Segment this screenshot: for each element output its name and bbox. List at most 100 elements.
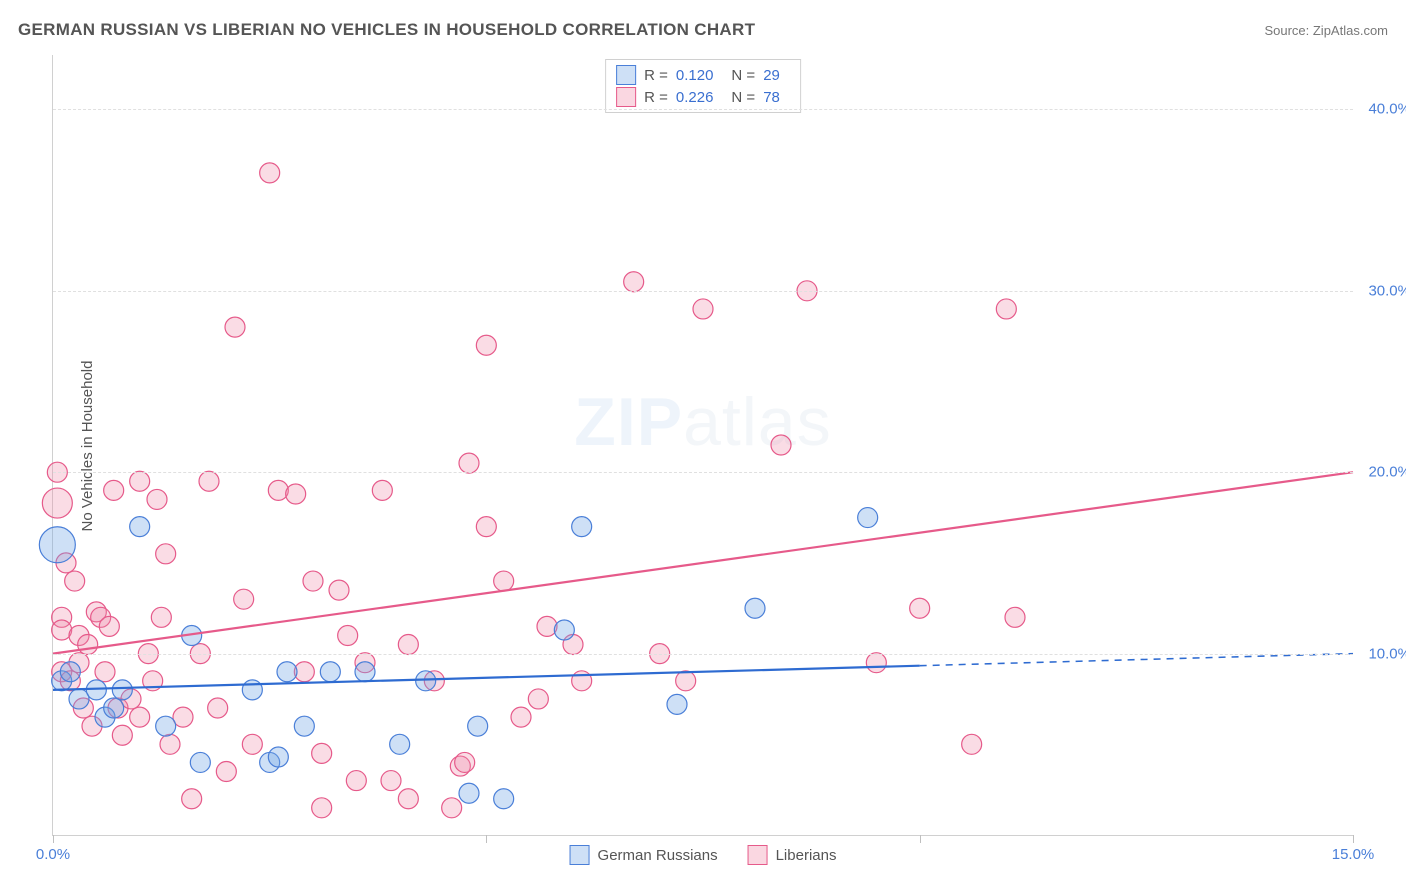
- data-point: [398, 635, 418, 655]
- r-label: R =: [644, 67, 668, 84]
- data-point: [104, 698, 124, 718]
- data-point: [771, 435, 791, 455]
- data-point: [268, 747, 288, 767]
- data-point: [346, 771, 366, 791]
- data-point: [95, 662, 115, 682]
- data-point: [329, 580, 349, 600]
- data-point: [355, 662, 375, 682]
- x-tick: [486, 835, 487, 843]
- legend-item-liberians: Liberians: [748, 845, 837, 865]
- data-point: [624, 272, 644, 292]
- data-point: [338, 625, 358, 645]
- data-point: [294, 716, 314, 736]
- data-point: [381, 771, 401, 791]
- trend-line: [53, 666, 920, 690]
- data-point: [320, 662, 340, 682]
- x-tick: [920, 835, 921, 843]
- series-legend: German Russians Liberians: [570, 845, 837, 865]
- data-point: [130, 517, 150, 537]
- r-label: R =: [644, 89, 668, 106]
- data-point: [910, 598, 930, 618]
- data-point: [745, 598, 765, 618]
- legend-row-liberians: R = 0.226 N = 78: [614, 86, 792, 108]
- data-point: [286, 484, 306, 504]
- chart-title: GERMAN RUSSIAN VS LIBERIAN NO VEHICLES I…: [18, 20, 755, 40]
- data-point: [156, 544, 176, 564]
- data-point: [216, 762, 236, 782]
- gridline: [53, 472, 1353, 473]
- data-point: [160, 734, 180, 754]
- data-point: [208, 698, 228, 718]
- data-point: [277, 662, 297, 682]
- swatch-icon: [570, 845, 590, 865]
- data-point: [996, 299, 1016, 319]
- n-label: N =: [731, 89, 755, 106]
- data-point: [572, 517, 592, 537]
- data-point: [676, 671, 696, 691]
- data-point: [225, 317, 245, 337]
- data-point: [39, 527, 75, 563]
- data-point: [182, 789, 202, 809]
- data-point: [476, 335, 496, 355]
- legend-label: German Russians: [598, 847, 718, 864]
- data-point: [65, 571, 85, 591]
- swatch-icon: [616, 87, 636, 107]
- gridline: [53, 109, 1353, 110]
- correlation-legend: R = 0.120 N = 29 R = 0.226 N = 78: [605, 59, 801, 113]
- data-point: [390, 734, 410, 754]
- data-point: [459, 783, 479, 803]
- data-point: [147, 489, 167, 509]
- data-point: [962, 734, 982, 754]
- y-tick-label: 40.0%: [1368, 101, 1406, 118]
- legend-label: Liberians: [776, 847, 837, 864]
- data-point: [459, 453, 479, 473]
- y-tick-label: 20.0%: [1368, 464, 1406, 481]
- n-label: N =: [731, 67, 755, 84]
- swatch-icon: [748, 845, 768, 865]
- y-tick-label: 30.0%: [1368, 282, 1406, 299]
- data-point: [416, 671, 436, 691]
- data-point: [112, 680, 132, 700]
- data-point: [866, 653, 886, 673]
- data-point: [1005, 607, 1025, 627]
- data-point: [528, 689, 548, 709]
- data-point: [130, 471, 150, 491]
- data-point: [156, 716, 176, 736]
- data-point: [511, 707, 531, 727]
- data-point: [303, 571, 323, 591]
- legend-item-german-russians: German Russians: [570, 845, 718, 865]
- r-value: 0.120: [676, 67, 714, 84]
- data-point: [104, 480, 124, 500]
- data-point: [372, 480, 392, 500]
- data-point: [858, 508, 878, 528]
- n-value: 78: [763, 89, 780, 106]
- data-point: [554, 620, 574, 640]
- trend-line: [53, 472, 1353, 653]
- data-point: [537, 616, 557, 636]
- x-tick: [1353, 835, 1354, 843]
- data-point: [455, 752, 475, 772]
- data-point: [667, 694, 687, 714]
- data-point: [151, 607, 171, 627]
- x-tick-label: 0.0%: [36, 846, 70, 863]
- data-point: [42, 488, 72, 518]
- trend-line-dashed: [920, 654, 1353, 666]
- plot-area: ZIPatlas R = 0.120 N = 29 R = 0.226 N = …: [52, 55, 1353, 836]
- data-point: [60, 662, 80, 682]
- data-point: [190, 752, 210, 772]
- scatter-svg: [53, 55, 1353, 835]
- data-point: [268, 480, 288, 500]
- gridline: [53, 654, 1353, 655]
- data-point: [199, 471, 219, 491]
- x-tick-label: 15.0%: [1332, 846, 1375, 863]
- data-point: [312, 743, 332, 763]
- n-value: 29: [763, 67, 780, 84]
- source-label: Source: ZipAtlas.com: [1264, 23, 1388, 38]
- data-point: [572, 671, 592, 691]
- x-tick: [53, 835, 54, 843]
- data-point: [693, 299, 713, 319]
- data-point: [130, 707, 150, 727]
- gridline: [53, 291, 1353, 292]
- r-value: 0.226: [676, 89, 714, 106]
- data-point: [78, 635, 98, 655]
